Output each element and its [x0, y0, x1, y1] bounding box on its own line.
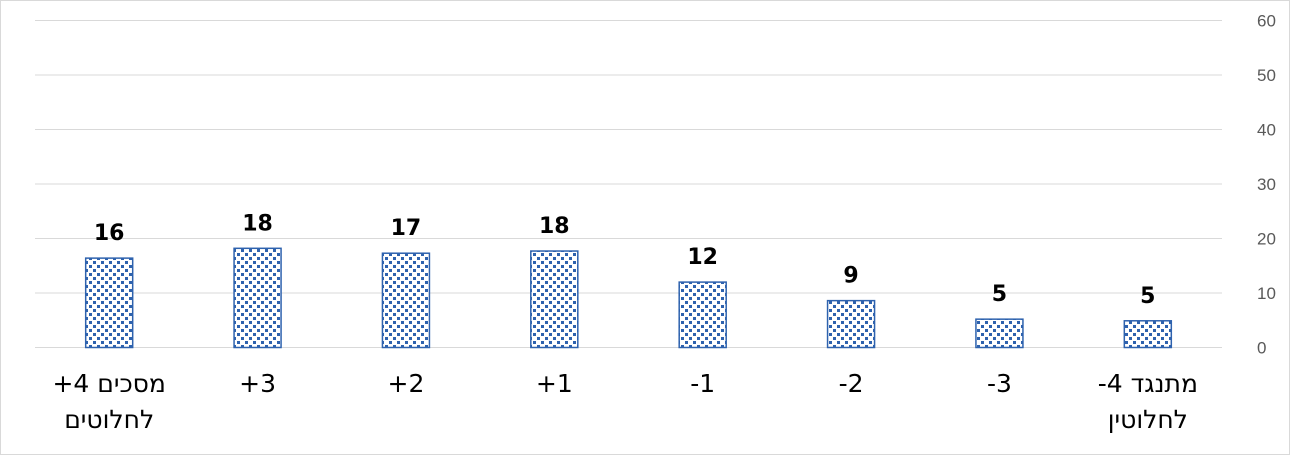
bar — [678, 281, 727, 349]
data-labels: 16 18 17 18 12 9 5 5 — [94, 211, 1156, 308]
category-label-line: -2 — [839, 369, 864, 398]
data-label: 16 — [94, 221, 125, 246]
data-label: 9 — [843, 264, 858, 289]
bar — [1123, 320, 1173, 349]
bar — [530, 250, 579, 349]
bar — [233, 247, 282, 349]
bar — [84, 257, 134, 349]
y-tick-label: 20 — [1257, 230, 1276, 249]
category-label-line: לחלוטים — [64, 405, 154, 434]
category-label-line: -1 — [690, 369, 715, 398]
category-label: +1 — [536, 369, 573, 398]
category-label: -1 — [690, 369, 715, 398]
category-label-line: +2 — [388, 369, 425, 398]
category-labels: +4 מסכים לחלוטים +3 +2 +1 -1 -2 -3 -4 מתנגד לחלוט… — [52, 369, 1197, 434]
category-label: -4 מתנגד לחלוטין — [1098, 369, 1198, 434]
bars — [84, 247, 1173, 349]
bar — [381, 252, 431, 349]
category-label-line: +4 מסכים — [52, 369, 165, 398]
y-tick-label: 60 — [1257, 12, 1276, 31]
category-label: +3 — [239, 369, 276, 398]
data-label: 18 — [539, 214, 570, 239]
y-tick-label: 10 — [1257, 284, 1276, 303]
category-label: -3 — [987, 369, 1012, 398]
category-label: +4 מסכים לחלוטים — [52, 369, 165, 434]
data-label: 17 — [391, 216, 422, 241]
y-tick-label: 40 — [1257, 121, 1276, 140]
data-label: 5 — [992, 282, 1007, 307]
category-label: +2 — [388, 369, 425, 398]
data-label: 12 — [687, 245, 718, 270]
data-label: 18 — [242, 211, 273, 236]
category-label: -2 — [839, 369, 864, 398]
bar — [975, 318, 1024, 349]
y-axis-tick-labels: 0 10 20 30 40 50 60 — [1257, 12, 1276, 358]
category-label-line: -4 מתנגד — [1098, 369, 1198, 398]
data-label: 5 — [1140, 284, 1155, 309]
category-label-line: לחלוטין — [1108, 405, 1188, 434]
category-label-line: +3 — [239, 369, 276, 398]
bar — [826, 299, 876, 349]
y-tick-label: 50 — [1257, 66, 1276, 85]
gridlines — [35, 20, 1222, 348]
category-label-line: +1 — [536, 369, 573, 398]
y-tick-label: 30 — [1257, 175, 1276, 194]
category-label-line: -3 — [987, 369, 1012, 398]
y-tick-label: 0 — [1257, 339, 1266, 358]
